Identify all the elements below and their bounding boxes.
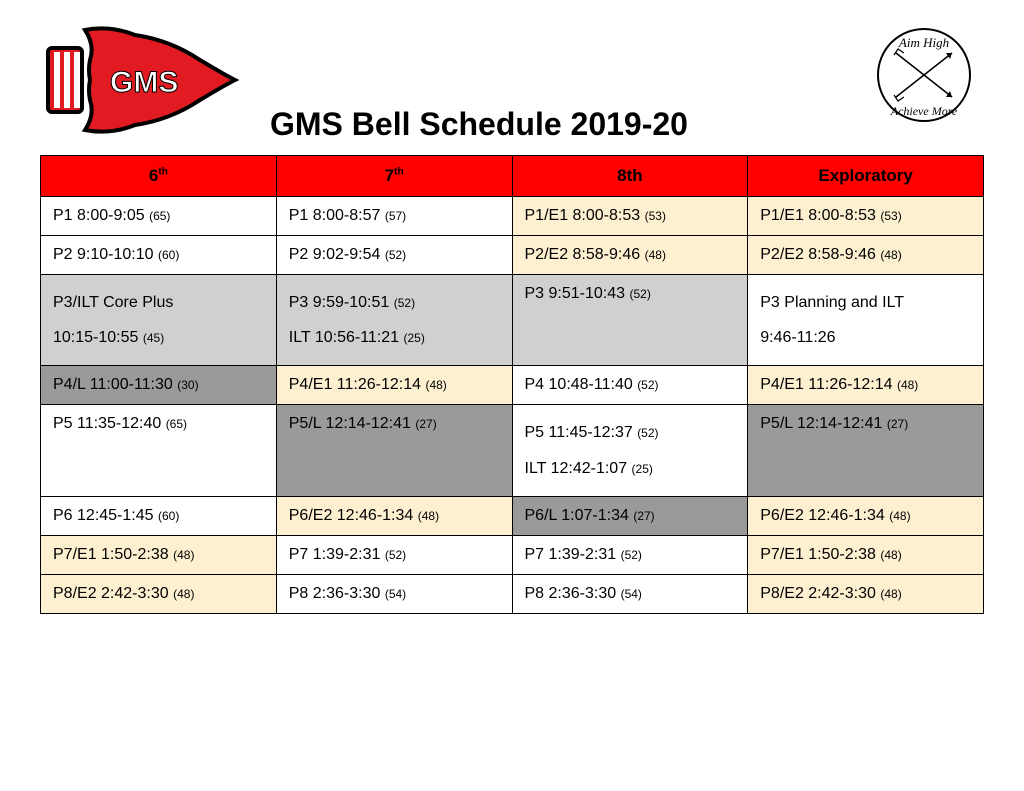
schedule-cell: P3/ILT Core Plus10:15-10:55 (45) (41, 275, 277, 366)
table-row: P3/ILT Core Plus10:15-10:55 (45)P3 9:59-… (41, 275, 984, 366)
schedule-cell: P2 9:10-10:10 (60) (41, 236, 277, 275)
schedule-cell: P7/E1 1:50-2:38 (48) (748, 535, 984, 574)
schedule-cell: P7/E1 1:50-2:38 (48) (41, 535, 277, 574)
schedule-cell: P2/E2 8:58-9:46 (48) (748, 236, 984, 275)
schedule-cell: P8/E2 2:42-3:30 (48) (41, 574, 277, 613)
schedule-cell: P5/L 12:14-12:41 (27) (276, 405, 512, 496)
schedule-cell: P5 11:45-12:37 (52)ILT 12:42-1:07 (25) (512, 405, 748, 496)
schedule-cell: P3 9:59-10:51 (52)ILT 10:56-11:21 (25) (276, 275, 512, 366)
table-row: P7/E1 1:50-2:38 (48)P7 1:39-2:31 (52)P7 … (41, 535, 984, 574)
schedule-cell: P3 9:51-10:43 (52) (512, 275, 748, 366)
schedule-cell: P4/E1 11:26-12:14 (48) (748, 366, 984, 405)
column-header: 6th (41, 156, 277, 197)
schedule-cell: P8/E2 2:42-3:30 (48) (748, 574, 984, 613)
schedule-cell: P1 8:00-8:57 (57) (276, 197, 512, 236)
column-header: Exploratory (748, 156, 984, 197)
schedule-cell: P6 12:45-1:45 (60) (41, 496, 277, 535)
schedule-cell: P1/E1 8:00-8:53 (53) (512, 197, 748, 236)
schedule-cell: P5 11:35-12:40 (65) (41, 405, 277, 496)
logo-text: GMS (110, 66, 178, 99)
gms-arrowhead-logo: GMS (40, 20, 240, 145)
schedule-cell: P2 9:02-9:54 (52) (276, 236, 512, 275)
schedule-cell: P4/E1 11:26-12:14 (48) (276, 366, 512, 405)
table-row: P1 8:00-9:05 (65)P1 8:00-8:57 (57)P1/E1 … (41, 197, 984, 236)
column-header: 8th (512, 156, 748, 197)
schedule-cell: P7 1:39-2:31 (52) (276, 535, 512, 574)
schedule-cell: P5/L 12:14-12:41 (27) (748, 405, 984, 496)
table-header-row: 6th7th8thExploratory (41, 156, 984, 197)
table-row: P2 9:10-10:10 (60)P2 9:02-9:54 (52)P2/E2… (41, 236, 984, 275)
schedule-cell: P7 1:39-2:31 (52) (512, 535, 748, 574)
schedule-cell: P6/L 1:07-1:34 (27) (512, 496, 748, 535)
schedule-cell: P6/E2 12:46-1:34 (48) (748, 496, 984, 535)
header: GMS GMS Bell Schedule 2019-20 Aim High A… (40, 20, 984, 155)
schedule-cell: P4 10:48-11:40 (52) (512, 366, 748, 405)
column-header: 7th (276, 156, 512, 197)
schedule-cell: P2/E2 8:58-9:46 (48) (512, 236, 748, 275)
svg-text:Achieve More: Achieve More (890, 104, 958, 118)
schedule-cell: P8 2:36-3:30 (54) (512, 574, 748, 613)
table-row: P6 12:45-1:45 (60)P6/E2 12:46-1:34 (48)P… (41, 496, 984, 535)
bell-schedule-table: 6th7th8thExploratory P1 8:00-9:05 (65)P1… (40, 155, 984, 614)
svg-text:Aim High: Aim High (898, 35, 949, 50)
schedule-cell: P3 Planning and ILT9:46-11:26 (748, 275, 984, 366)
table-row: P5 11:35-12:40 (65)P5/L 12:14-12:41 (27)… (41, 405, 984, 496)
table-row: P8/E2 2:42-3:30 (48)P8 2:36-3:30 (54)P8 … (41, 574, 984, 613)
schedule-cell: P4/L 11:00-11:30 (30) (41, 366, 277, 405)
page-title: GMS Bell Schedule 2019-20 (270, 106, 688, 143)
schedule-cell: P8 2:36-3:30 (54) (276, 574, 512, 613)
schedule-cell: P1/E1 8:00-8:53 (53) (748, 197, 984, 236)
table-row: P4/L 11:00-11:30 (30)P4/E1 11:26-12:14 (… (41, 366, 984, 405)
schedule-cell: P1 8:00-9:05 (65) (41, 197, 277, 236)
schedule-cell: P6/E2 12:46-1:34 (48) (276, 496, 512, 535)
table-body: P1 8:00-9:05 (65)P1 8:00-8:57 (57)P1/E1 … (41, 197, 984, 614)
aim-high-seal: Aim High Achieve More (874, 25, 974, 130)
